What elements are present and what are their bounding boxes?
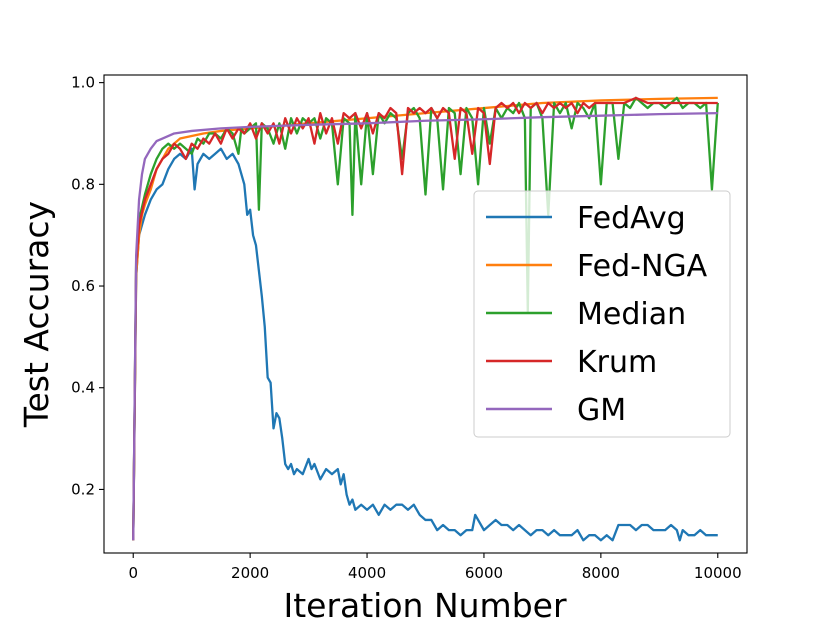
x-tick-label: 8000 xyxy=(582,564,620,582)
y-tick-label: 0.2 xyxy=(71,480,95,498)
y-tick-label: 0.6 xyxy=(71,277,95,295)
series-line-gm xyxy=(132,111,718,541)
legend-box xyxy=(473,190,731,438)
y-tick-label: 0.4 xyxy=(71,379,95,397)
series-line-krum xyxy=(132,96,718,541)
series-line-median xyxy=(132,96,719,541)
x-axis-label: Iteration Number xyxy=(283,586,566,623)
y-axis-ticks: 0.2 0.4 0.6 0.8 1.0 xyxy=(71,74,104,498)
x-tick-label: 4000 xyxy=(348,564,386,582)
legend-label-krum: Krum xyxy=(577,345,657,380)
y-axis-label: Test Accuracy xyxy=(17,201,56,428)
legend: FedAvg Fed-NGA Median Krum GM xyxy=(473,190,731,438)
y-tick-label: 0.8 xyxy=(71,175,95,193)
legend-label-fed-nga: Fed-NGA xyxy=(577,249,708,284)
x-tick-label: 2000 xyxy=(231,564,269,582)
x-tick-label: 0 xyxy=(128,564,138,582)
plot-lines xyxy=(132,96,719,542)
axes-frame xyxy=(103,74,748,554)
x-tick-label: 6000 xyxy=(465,564,503,582)
x-tick-label: 10000 xyxy=(694,564,742,582)
y-tick-label: 1.0 xyxy=(71,74,95,92)
x-axis-ticks: 0 2000 4000 6000 8000 10000 xyxy=(128,553,742,582)
legend-label-median: Median xyxy=(577,297,686,332)
legend-label-fedavg: FedAvg xyxy=(577,201,686,236)
series-line-fedavg xyxy=(132,147,718,542)
legend-label-gm: GM xyxy=(577,393,626,428)
